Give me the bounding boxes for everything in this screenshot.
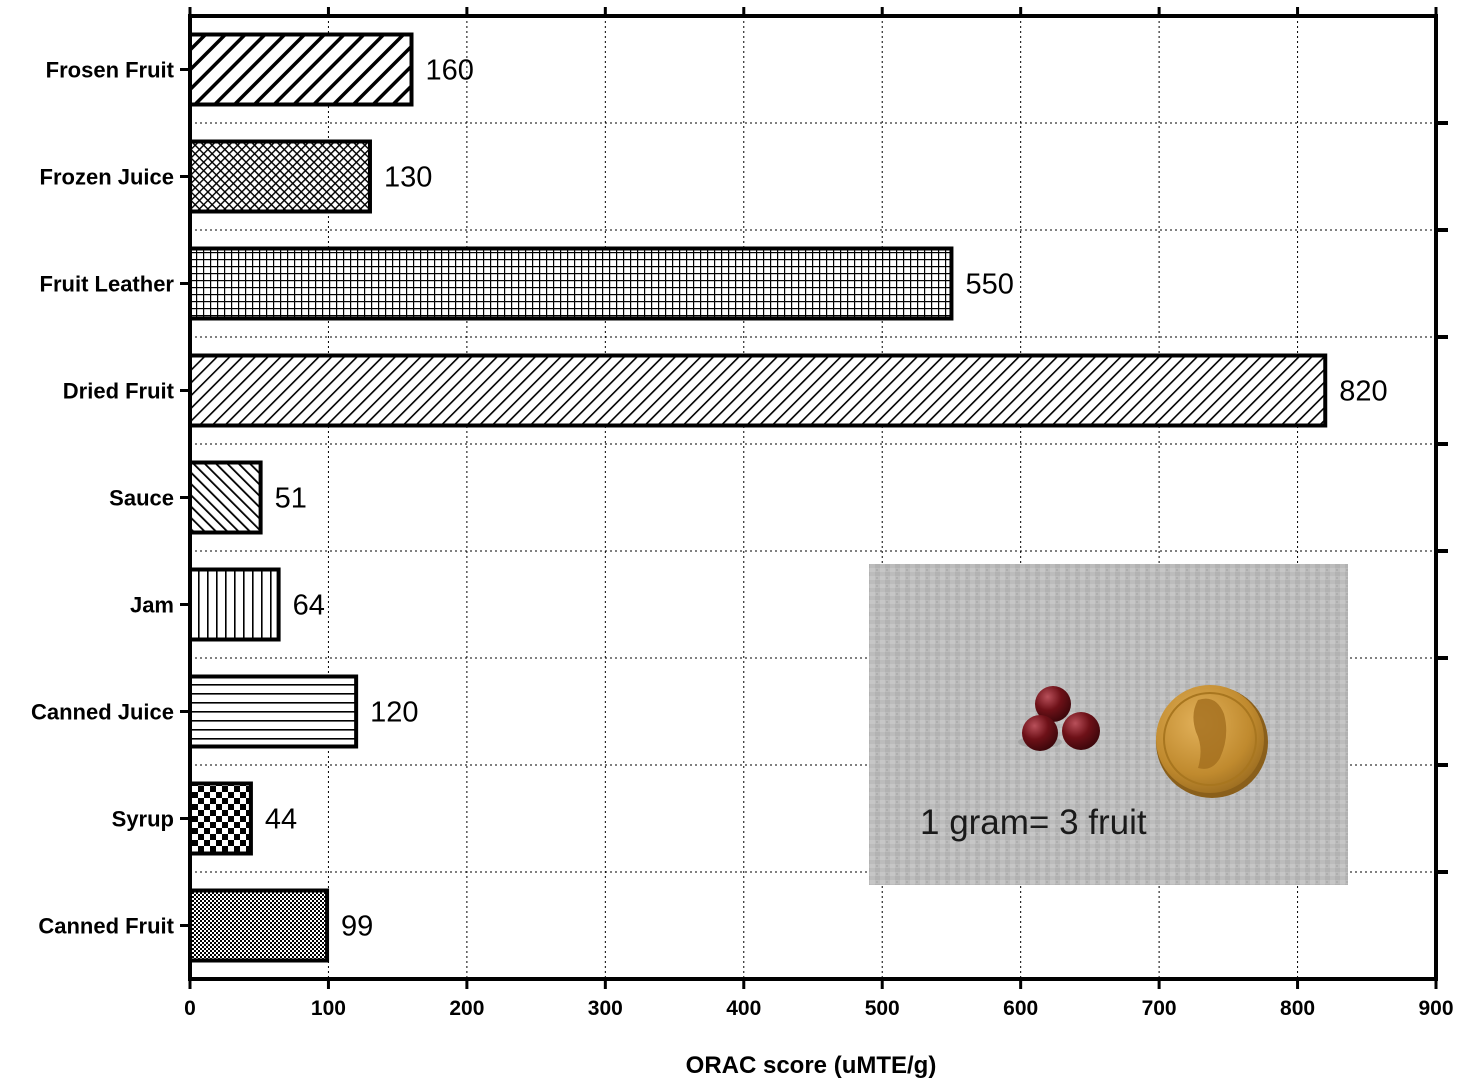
bars (188, 32, 1328, 963)
x-tick-label: 300 (588, 997, 623, 1020)
value-label: 51 (275, 483, 307, 515)
bar-frosen-fruit (188, 32, 414, 107)
category-label: Dried Fruit (63, 379, 175, 404)
x-tick-label: 600 (1003, 997, 1038, 1020)
bar-canned-fruit (188, 888, 330, 963)
cranberries-image (1018, 686, 1100, 751)
coin-image (1156, 685, 1268, 798)
value-label: 44 (265, 804, 297, 836)
x-tick-label: 200 (449, 997, 484, 1020)
berry-right (1062, 712, 1100, 750)
category-label: Jam (130, 593, 174, 618)
x-tick-label: 0 (184, 997, 196, 1020)
x-tick-label: 900 (1418, 997, 1453, 1020)
berry-left (1022, 715, 1058, 751)
value-label: 120 (370, 697, 418, 729)
x-tick-label: 100 (311, 997, 346, 1020)
bar-dried-fruit (188, 353, 1328, 428)
category-label: Frosen Fruit (46, 58, 175, 83)
category-label: Fruit Leather (40, 272, 175, 297)
bar-frozen-juice (188, 139, 372, 214)
value-label: 130 (384, 162, 432, 194)
gridlines (190, 16, 1436, 979)
value-label: 64 (293, 590, 325, 622)
value-label: 550 (965, 269, 1013, 301)
x-tick-label: 700 (1142, 997, 1177, 1020)
x-tick-label: 800 (1280, 997, 1315, 1020)
ticks (180, 7, 1448, 989)
x-tick-label: 400 (726, 997, 761, 1020)
bar-sauce (188, 460, 263, 535)
inset-caption: 1 gram= 3 fruit (920, 803, 1147, 842)
photo-inset: 1 gram= 3 fruit (869, 564, 1348, 885)
x-tick-label: 500 (865, 997, 900, 1020)
category-label: Frozen Juice (40, 165, 174, 190)
bar-fruit-leather (188, 246, 954, 321)
x-axis-title: ORAC score (uMTE/g) (686, 1052, 937, 1079)
value-label: 160 (426, 55, 474, 87)
value-label: 99 (341, 911, 373, 943)
category-label: Sauce (109, 486, 174, 511)
berry-top (1035, 686, 1071, 722)
category-label: Canned Juice (31, 700, 174, 725)
value-label: 820 (1339, 376, 1387, 408)
bar-jam (188, 567, 281, 642)
bar-canned-juice (188, 674, 359, 749)
inset-background (869, 564, 1348, 885)
category-label: Syrup (112, 807, 174, 832)
category-label: Canned Fruit (38, 914, 174, 939)
bar-syrup (188, 781, 253, 856)
labels: 0 100 200 300 400 500 600 700 800 900 Frosen Fruit… (31, 55, 1454, 1021)
